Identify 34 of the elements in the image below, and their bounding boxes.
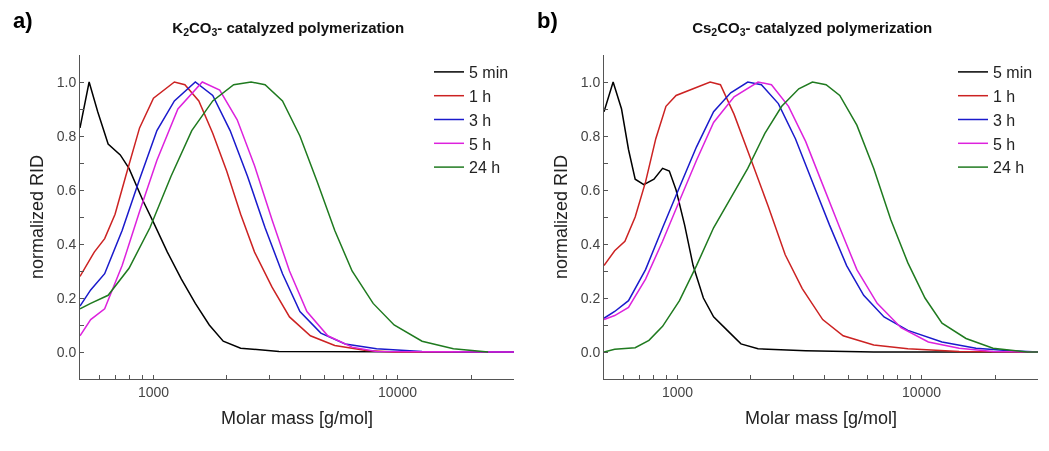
- legend-label: 5 h: [469, 135, 492, 153]
- y-tick-label: 1.0: [56, 73, 77, 90]
- legend-label: 3 h: [993, 111, 1016, 129]
- y-tick-label: 0.0: [580, 343, 601, 360]
- y-tick-label: 1.0: [580, 73, 601, 90]
- y-tick-label: 0.8: [56, 127, 77, 144]
- y-tick-label: 0.2: [580, 289, 601, 306]
- y-axis-title: normalized RID: [26, 154, 47, 280]
- legend-label: 3 h: [469, 111, 492, 129]
- chart-title: K$_{2}$CO$_{3}$- catalyzed polymerization: [172, 19, 405, 39]
- y-tick-label: 0.2: [56, 289, 77, 306]
- text: b): [537, 8, 558, 33]
- x-tick-label: 10000: [378, 383, 418, 400]
- legend-label: 1 h: [469, 87, 492, 105]
- chart-title: Cs$_{2}$CO$_{3}$- catalyzed polymerization: [692, 19, 933, 39]
- legend-label: 5 h: [993, 135, 1016, 153]
- x-tick-label: 10000: [902, 383, 942, 400]
- x-tick-label: 1000: [661, 383, 694, 400]
- legend-label: 5 min: [993, 64, 1033, 82]
- text: a): [13, 8, 33, 33]
- legend-label: 24 h: [469, 159, 501, 177]
- legend-label: 1 h: [993, 87, 1016, 105]
- y-tick-label: 0.6: [580, 181, 601, 198]
- legend-label: 5 min: [469, 64, 509, 82]
- x-axis-title: Molar mass [g/mol]: [744, 407, 898, 428]
- y-tick-label: 0.4: [580, 235, 601, 252]
- y-tick-label: 0.0: [56, 343, 77, 360]
- y-axis-title: normalized RID: [550, 154, 571, 280]
- x-axis-title: Molar mass [g/mol]: [220, 407, 374, 428]
- x-tick-label: 1000: [137, 383, 170, 400]
- y-tick-label: 0.6: [56, 181, 77, 198]
- y-tick-label: 0.8: [580, 127, 601, 144]
- legend-label: 24 h: [993, 159, 1025, 177]
- y-tick-label: 0.4: [56, 235, 77, 252]
